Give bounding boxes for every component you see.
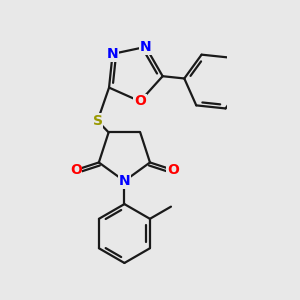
Text: O: O <box>167 163 179 177</box>
Text: N: N <box>140 40 152 54</box>
Text: N: N <box>118 174 130 188</box>
Text: O: O <box>70 163 82 177</box>
Text: N: N <box>107 47 118 61</box>
Text: S: S <box>92 114 103 128</box>
Text: O: O <box>134 94 146 108</box>
